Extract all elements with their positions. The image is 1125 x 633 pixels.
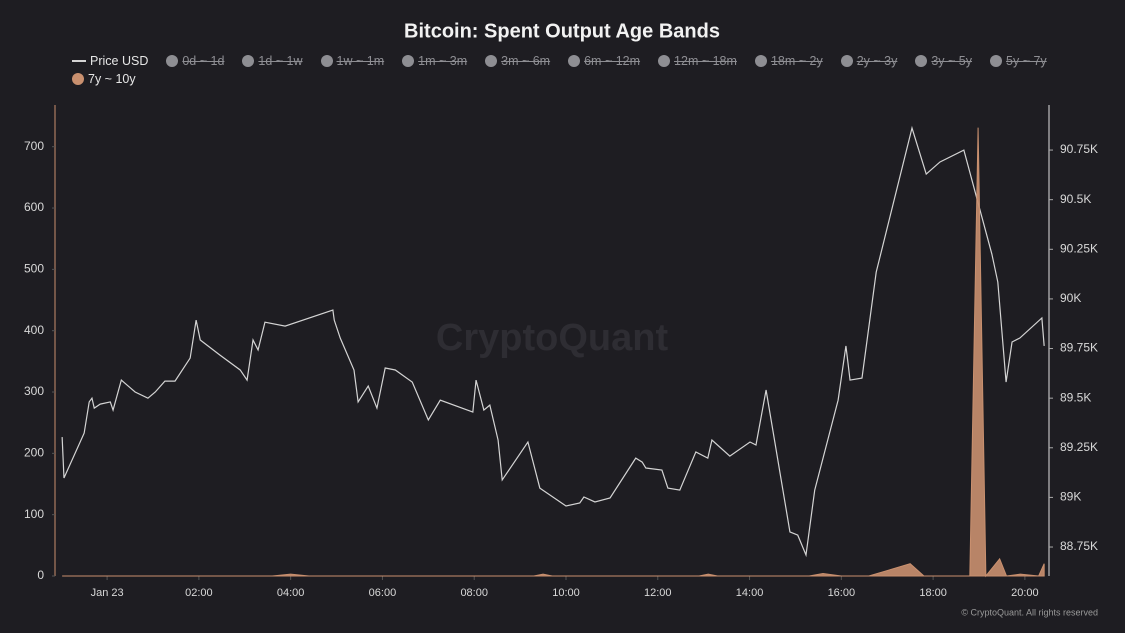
legend-symbol — [166, 55, 179, 67]
y2-tick-label: 88.75K — [1060, 539, 1098, 553]
y2-tick-label: 89.25K — [1060, 440, 1098, 454]
x-tick-label: 04:00 — [277, 587, 305, 599]
legend-symbol — [658, 55, 671, 67]
legend-label: 6m ~ 12m — [584, 54, 641, 68]
legend-label: 3y ~ 5y — [931, 54, 973, 68]
legend-item[interactable]: 3y ~ 5y — [915, 54, 972, 68]
legend-item[interactable]: 18m ~ 2y — [754, 54, 823, 68]
y2-tick-label: 90.5K — [1060, 192, 1091, 206]
legend-symbol — [754, 55, 767, 67]
watermark: CryptoQuant — [436, 317, 669, 359]
legend-item[interactable]: 5y ~ 7y — [990, 54, 1047, 68]
x-tick-label: Jan 23 — [91, 587, 124, 599]
y2-tick-label: 89.5K — [1060, 390, 1091, 404]
legend: Price USD 0d ~ 1d 1d ~ 1w 1w ~ 1m 1m ~ 3m 3m … — [72, 54, 1072, 86]
y2-tick-label: 89.75K — [1060, 341, 1098, 355]
legend-item[interactable]: 3m ~ 6m — [485, 54, 550, 68]
y2-tick-label: 89K — [1060, 490, 1081, 504]
legend-item[interactable]: 7y ~ 10y — [72, 72, 136, 86]
legend-item[interactable]: 2y ~ 3y — [840, 54, 898, 68]
legend-symbol — [72, 60, 86, 62]
y-tick-label: 300 — [24, 384, 44, 398]
legend-label: 1w ~ 1m — [336, 54, 385, 68]
legend-symbol — [320, 55, 333, 67]
legend-item[interactable]: 6m ~ 12m — [568, 54, 640, 68]
chart-title: Bitcoin: Spent Output Age Bands — [404, 20, 720, 42]
y-tick-label: 200 — [24, 446, 44, 460]
legend-label: 1d ~ 1w — [258, 54, 303, 68]
x-tick-label: 12:00 — [644, 587, 672, 599]
y2-tick-label: 90.75K — [1060, 142, 1098, 156]
legend-label: 3m ~ 6m — [501, 54, 551, 68]
y-tick-label: 0 — [37, 568, 44, 582]
legend-label: 12m ~ 18m — [674, 54, 737, 68]
y2-tick-label: 90.25K — [1060, 241, 1098, 255]
legend-symbol — [840, 55, 853, 67]
x-tick-label: 06:00 — [369, 587, 397, 599]
legend-label: 2y ~ 3y — [856, 54, 898, 68]
x-tick-label: 16:00 — [828, 587, 856, 599]
legend-item[interactable]: 1w ~ 1m — [320, 54, 385, 68]
x-tick-label: 02:00 — [185, 587, 213, 599]
y-tick-label: 600 — [24, 200, 44, 214]
legend-symbol — [568, 55, 581, 67]
y-tick-label: 700 — [24, 139, 44, 153]
legend-item[interactable]: 12m ~ 18m — [658, 54, 737, 68]
x-tick-label: 20:00 — [1011, 587, 1039, 599]
y2-tick-label: 90K — [1060, 291, 1081, 305]
footer: © CryptoQuant. All rights reserved — [961, 607, 1098, 617]
legend-item[interactable]: 1d ~ 1w — [242, 54, 303, 68]
x-tick-label: 18:00 — [919, 587, 947, 599]
legend-label: 18m ~ 2y — [770, 54, 823, 68]
y-tick-label: 400 — [24, 323, 44, 337]
legend-symbol — [915, 55, 928, 67]
legend-symbol — [485, 55, 498, 67]
legend-symbol — [242, 55, 255, 67]
legend-label: Price USD — [90, 54, 149, 68]
legend-label: 1m ~ 3m — [418, 54, 468, 68]
legend-label: 7y ~ 10y — [88, 72, 136, 86]
y-tick-label: 500 — [24, 262, 44, 276]
legend-symbol — [402, 55, 415, 67]
legend-label: 5y ~ 7y — [1006, 54, 1047, 68]
legend-item[interactable]: 0d ~ 1d — [166, 54, 224, 68]
legend-item[interactable]: 1m ~ 3m — [402, 54, 467, 68]
x-tick-label: 08:00 — [460, 587, 488, 599]
x-tick-label: 10:00 — [552, 587, 580, 599]
x-tick-label: 14:00 — [736, 587, 764, 599]
legend-symbol — [990, 55, 1003, 67]
area — [62, 127, 1045, 578]
price-line — [61, 125, 1045, 558]
legend-item[interactable]: Price USD — [72, 54, 148, 68]
legend-label: 0d ~ 1d — [182, 54, 225, 68]
y-tick-label: 100 — [24, 507, 44, 521]
legend-symbol — [72, 73, 84, 85]
